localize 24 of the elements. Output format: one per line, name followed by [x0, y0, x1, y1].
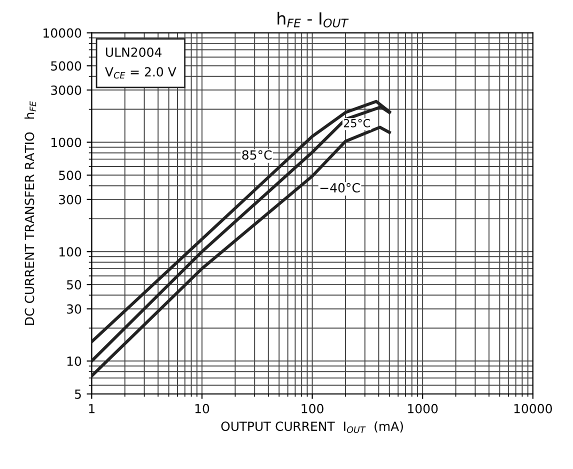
annotation: ULN2004: [106, 47, 162, 57]
y-tick-label: 5: [74, 390, 81, 399]
y-tick-label: 10: [67, 356, 82, 366]
y-tick-label: 5000: [51, 61, 82, 71]
y-tick-label: 3000: [51, 86, 82, 95]
annotation: V$_{CE}$ = 2.0 V: [105, 67, 176, 79]
x-tick-label: 1: [89, 404, 94, 414]
y-tick-label: 50: [67, 280, 82, 290]
x-tick-label: 10: [195, 404, 210, 414]
x-tick-label: 1000: [408, 404, 438, 414]
y-tick-label: 30: [67, 304, 82, 314]
x-axis-title: OUTPUT CURRENT I$_{OUT}$ (mA): [221, 421, 403, 433]
series-label: −40°C: [320, 183, 360, 193]
series-label: 25°C: [344, 118, 370, 128]
y-tick-label: 100: [59, 247, 82, 257]
y-tick-label: 500: [59, 170, 82, 180]
x-tick-label: 10000: [514, 404, 552, 414]
y-tick-label: 10000: [44, 28, 82, 38]
y-axis-title: DC CURRENT TRANSFER RATIO h$_{FE}$: [24, 101, 36, 325]
y-tick-label: 300: [59, 194, 82, 204]
chart-title: h$_{FE}$ - I$_{OUT}$: [278, 12, 349, 28]
x-tick-label: 100: [302, 404, 324, 414]
y-tick-label: 1000: [52, 138, 82, 148]
series-label: 85°C: [242, 150, 272, 160]
